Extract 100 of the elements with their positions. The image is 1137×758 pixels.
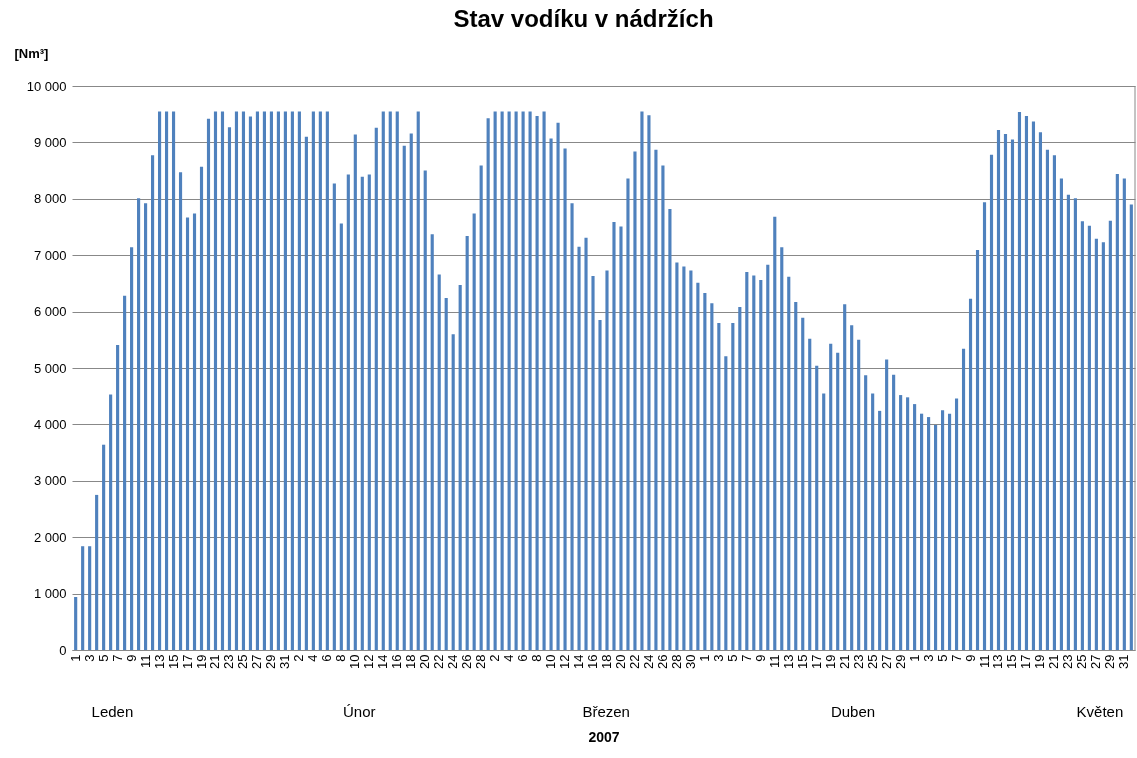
bar xyxy=(157,111,162,650)
x-tick-label: 30 xyxy=(682,654,698,669)
y-tick-label: 0 xyxy=(59,642,67,658)
y-tick-label: 1 000 xyxy=(33,586,67,602)
bar xyxy=(947,413,952,650)
bar xyxy=(591,276,595,650)
y-tick-label: 9 000 xyxy=(33,134,67,150)
x-tick-label: 17 xyxy=(179,654,195,669)
bar xyxy=(437,274,441,650)
bar xyxy=(514,111,518,650)
text: Květen xyxy=(1076,703,1124,720)
bar xyxy=(346,174,350,650)
x-tick-label: 22 xyxy=(626,654,642,669)
bar xyxy=(689,270,693,650)
x-tick-label: 13 xyxy=(151,654,167,669)
bar xyxy=(283,111,287,650)
bar xyxy=(913,404,917,650)
bar xyxy=(402,145,406,650)
bar xyxy=(325,111,329,650)
bar xyxy=(185,217,190,650)
bar xyxy=(1108,220,1112,650)
bar xyxy=(304,136,308,650)
bar xyxy=(941,410,945,650)
x-tick-label: 24 xyxy=(640,654,656,669)
bar xyxy=(381,111,385,650)
bar xyxy=(731,322,735,650)
bar xyxy=(318,111,322,650)
x-tick-label: 5 xyxy=(95,654,111,662)
bar xyxy=(1017,111,1022,650)
x-tick-label: 7 xyxy=(109,654,125,662)
bar xyxy=(801,317,805,650)
bar xyxy=(640,111,644,650)
bar xyxy=(843,304,847,650)
bar xyxy=(612,221,616,650)
x-tick-label: 16 xyxy=(389,654,405,669)
x-tick-label: 17 xyxy=(1018,654,1034,669)
bar xyxy=(556,122,560,650)
x-tick-label: 1 xyxy=(67,654,83,662)
bar xyxy=(899,395,903,650)
bar xyxy=(724,356,728,650)
bar xyxy=(353,134,357,650)
y-tick-label: 10 000 xyxy=(26,78,67,94)
x-tick-label: 10 xyxy=(543,654,559,669)
bar xyxy=(486,118,490,650)
bar xyxy=(213,111,218,650)
text: Únor xyxy=(343,703,376,720)
bar xyxy=(137,198,141,650)
bar xyxy=(745,272,749,650)
x-tick-label: 1 xyxy=(696,654,712,662)
x-tick-label: 29 xyxy=(1102,654,1118,669)
bar xyxy=(1066,194,1070,650)
x-tick-label: 15 xyxy=(794,654,810,669)
x-tick-label: 4 xyxy=(305,654,321,662)
bar xyxy=(836,352,840,650)
bar xyxy=(95,494,99,650)
bar xyxy=(794,302,798,650)
bar xyxy=(241,111,246,650)
x-tick-label: 9 xyxy=(752,654,768,662)
x-tick-label: 13 xyxy=(990,654,1006,669)
bar xyxy=(626,178,630,650)
x-tick-label: 23 xyxy=(1060,654,1076,669)
bar xyxy=(661,165,665,650)
x-tick-label: 22 xyxy=(431,654,447,669)
bar xyxy=(1024,115,1029,650)
x-tick-label: 15 xyxy=(165,654,181,669)
bar xyxy=(1094,238,1098,650)
x-tick-label: 28 xyxy=(668,654,684,669)
bar xyxy=(1052,155,1056,650)
y-tick-label: 5 000 xyxy=(33,360,67,376)
bar xyxy=(409,133,413,650)
bar xyxy=(927,417,931,650)
bar xyxy=(144,203,148,650)
bar xyxy=(458,285,462,650)
y-tick-label: 3 000 xyxy=(33,473,67,489)
x-tick-label: 20 xyxy=(612,654,628,669)
x-tick-label: 24 xyxy=(445,654,461,669)
x-tick-label: 21 xyxy=(1046,654,1062,669)
x-tick-label: 19 xyxy=(193,654,209,669)
bar xyxy=(1087,225,1091,650)
bar xyxy=(696,282,700,650)
bar xyxy=(878,410,882,650)
bar xyxy=(766,264,770,650)
x-tick-label: 27 xyxy=(1088,654,1104,669)
bar xyxy=(374,127,378,650)
x-tick-label: 3 xyxy=(81,654,97,662)
bar xyxy=(920,413,924,650)
bar xyxy=(885,359,889,650)
x-tick-label: 29 xyxy=(263,654,279,669)
bar xyxy=(388,111,392,650)
x-tick-label: 25 xyxy=(235,654,251,669)
bar xyxy=(892,374,896,650)
bar xyxy=(81,546,85,650)
bar xyxy=(297,111,301,650)
x-tick-label: 23 xyxy=(221,654,237,669)
x-tick-label: 1 xyxy=(906,654,922,662)
x-tick-label: 18 xyxy=(599,654,614,669)
chart-title: Stav vodíku v nádržích xyxy=(453,5,714,32)
bar xyxy=(311,111,315,650)
bar xyxy=(255,111,260,650)
y-tick-label: 6 000 xyxy=(33,304,67,320)
